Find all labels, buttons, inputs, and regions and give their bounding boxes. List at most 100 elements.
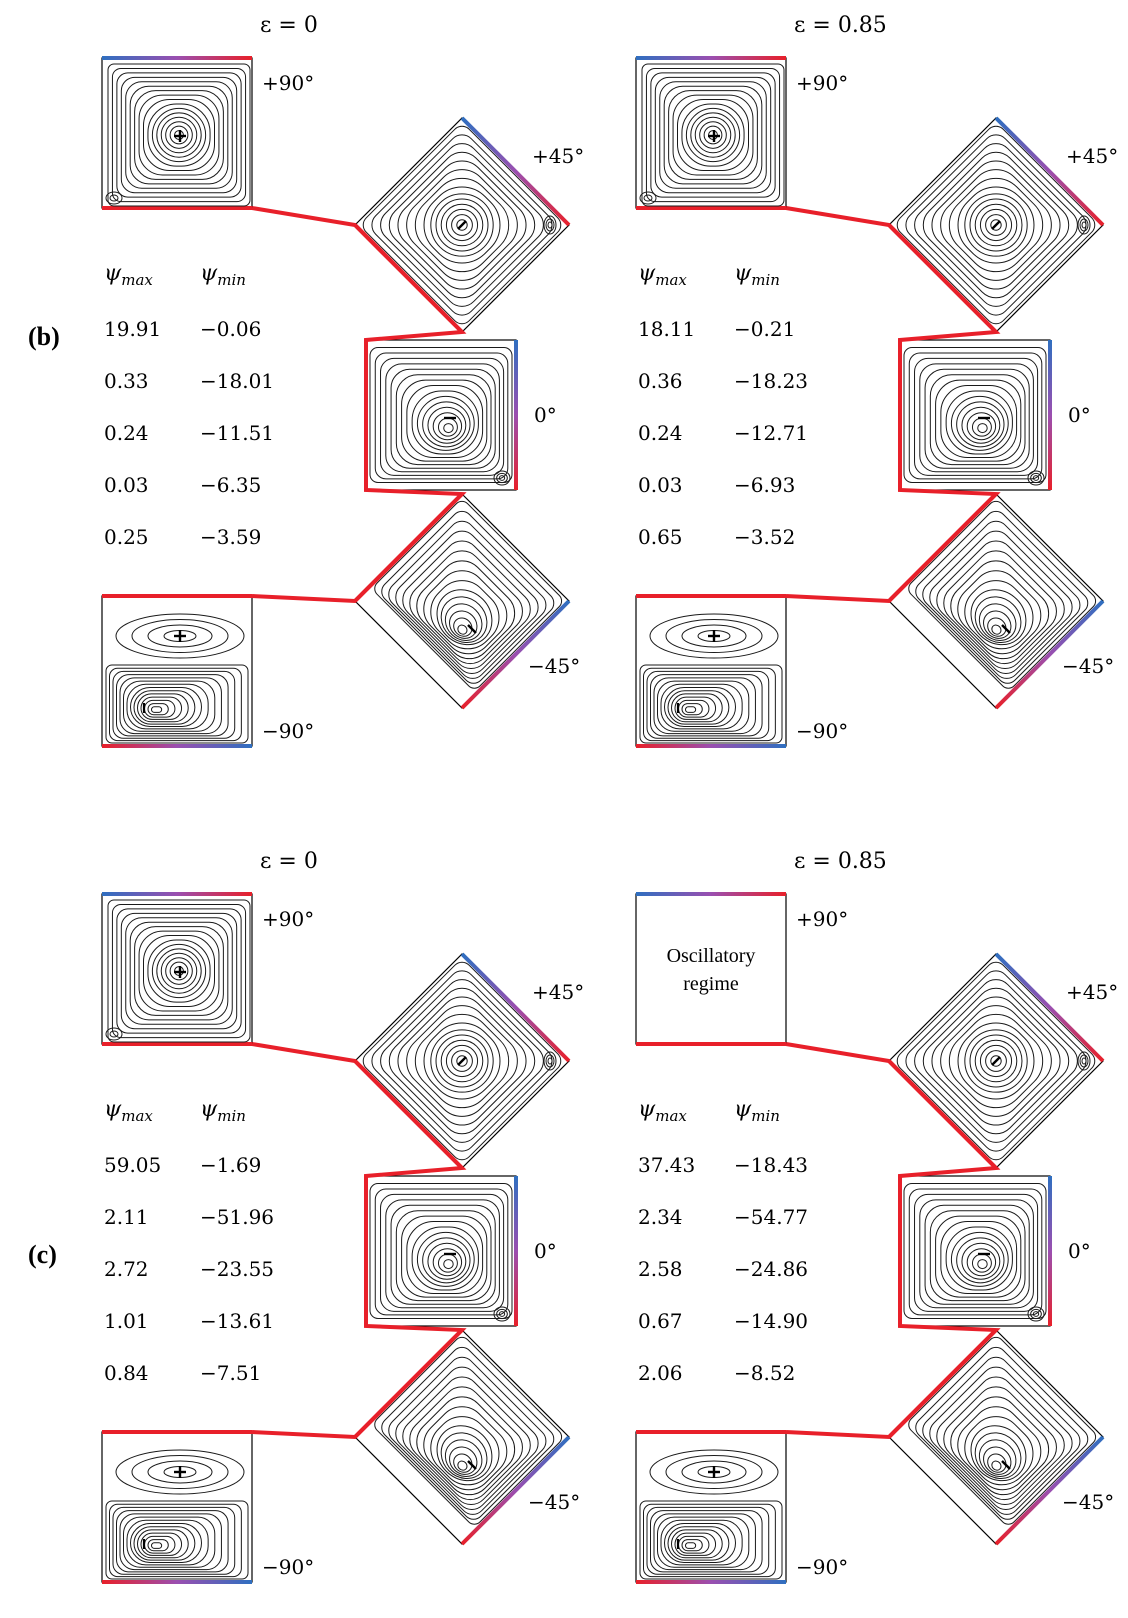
cavity-zero	[899, 1175, 1051, 1327]
angle-minus90: −90°	[796, 719, 848, 743]
streamline	[674, 1532, 717, 1556]
streamline	[943, 1386, 1057, 1501]
panel-2: ε = 0.85 +90° +45° 0° −45° −90° ψmax ψmin 18.11 −…	[635, 13, 1118, 748]
psi-max-header: ψmax	[104, 1097, 153, 1125]
streamline	[137, 1529, 189, 1559]
streamline	[643, 667, 776, 742]
psi-max-value: 0.36	[638, 369, 683, 393]
streamline	[160, 116, 198, 154]
streamline	[653, 1513, 756, 1571]
streamline	[390, 1204, 496, 1305]
streamline	[977, 1259, 988, 1270]
psi-min-value: −8.52	[734, 1361, 795, 1385]
streamline	[430, 1029, 494, 1093]
streamline	[690, 112, 736, 158]
psi-min-header: ψmin	[734, 261, 780, 289]
streamline	[977, 423, 988, 434]
streamline	[445, 1044, 479, 1078]
panel-1: ε = 0 +90° +45° 0° −45° −90° ψmax ψmin 19.91 −0.0…	[101, 13, 584, 748]
streamline	[681, 1460, 747, 1484]
psi-max-value: 1.01	[104, 1309, 149, 1333]
angle-plus45: +45°	[532, 144, 584, 168]
streamline	[543, 215, 557, 235]
psi-min-value: −3.59	[200, 525, 261, 549]
streamline	[395, 530, 539, 674]
streamline	[385, 363, 500, 473]
streamline	[493, 1306, 511, 1322]
psi-min-header: ψmin	[200, 1097, 246, 1125]
streamline	[929, 1210, 1026, 1302]
streamline	[929, 1366, 1073, 1510]
streamline	[133, 1526, 196, 1561]
streamline	[430, 1416, 500, 1486]
streamline	[694, 116, 732, 154]
streamline	[105, 191, 123, 205]
streamline	[643, 194, 653, 202]
streamline	[936, 1376, 1065, 1506]
streamline	[915, 510, 1089, 684]
angle-minus45: −45°	[528, 1490, 580, 1514]
streamline	[109, 667, 242, 742]
streamline	[496, 1308, 508, 1320]
streamline	[151, 1542, 163, 1549]
streamline	[979, 208, 1013, 242]
streamline	[945, 1226, 1013, 1291]
streamline	[427, 406, 467, 444]
streamline	[922, 151, 1070, 299]
angle-minus45: −45°	[1062, 654, 1114, 678]
streamline	[664, 1523, 736, 1563]
streamline	[133, 690, 196, 725]
streamline	[444, 1439, 483, 1477]
streamline	[908, 352, 1043, 480]
streamline	[903, 347, 1047, 483]
streamline	[987, 617, 1007, 637]
streamline	[978, 1439, 1017, 1477]
streamline	[964, 1416, 1034, 1486]
streamline	[969, 198, 1023, 252]
streamline	[931, 160, 1061, 290]
streamline	[140, 1532, 183, 1556]
angle-plus90: +90°	[262, 907, 314, 931]
panel-4: ε = 0.85 Oscillatory regime +90° +45° 0° −45° −…	[635, 849, 1118, 1584]
psi-min-value: −54.77	[734, 1205, 808, 1229]
streamline	[422, 401, 471, 448]
angle-zero: 0°	[534, 1239, 557, 1263]
streamline	[380, 357, 505, 476]
streamline	[130, 687, 202, 727]
streamline	[974, 1432, 1022, 1480]
streamline	[964, 193, 1028, 257]
streamline	[924, 368, 1030, 469]
streamline	[436, 1425, 493, 1482]
streamline	[1079, 1054, 1089, 1068]
angle-zero: 0°	[534, 403, 557, 427]
streamline	[147, 939, 211, 1003]
negative-vortex-mark	[457, 220, 467, 230]
streamline	[406, 385, 484, 459]
streamline	[129, 921, 229, 1021]
streamline	[131, 619, 229, 653]
psi-max-value: 37.43	[638, 1153, 695, 1177]
streamline	[681, 703, 703, 716]
streamline	[1077, 215, 1091, 235]
streamline	[685, 706, 697, 713]
streamline	[169, 125, 189, 145]
psi-max-value: 18.11	[638, 317, 695, 341]
streamline	[914, 143, 1078, 307]
streamline	[924, 1204, 1030, 1305]
streamline	[138, 930, 220, 1012]
streamline	[496, 472, 508, 484]
streamline	[436, 589, 493, 646]
streamline	[974, 203, 1018, 247]
streamline	[896, 961, 1096, 1161]
streamline	[493, 470, 511, 486]
streamline	[119, 1513, 222, 1571]
streamline	[896, 125, 1096, 325]
streamline	[151, 706, 163, 713]
streamline	[922, 987, 1070, 1135]
streamline	[657, 680, 750, 732]
streamline	[966, 412, 997, 441]
cavity-plus90	[635, 893, 787, 1045]
streamline	[639, 1500, 783, 1580]
cavity-plus90	[635, 57, 787, 209]
